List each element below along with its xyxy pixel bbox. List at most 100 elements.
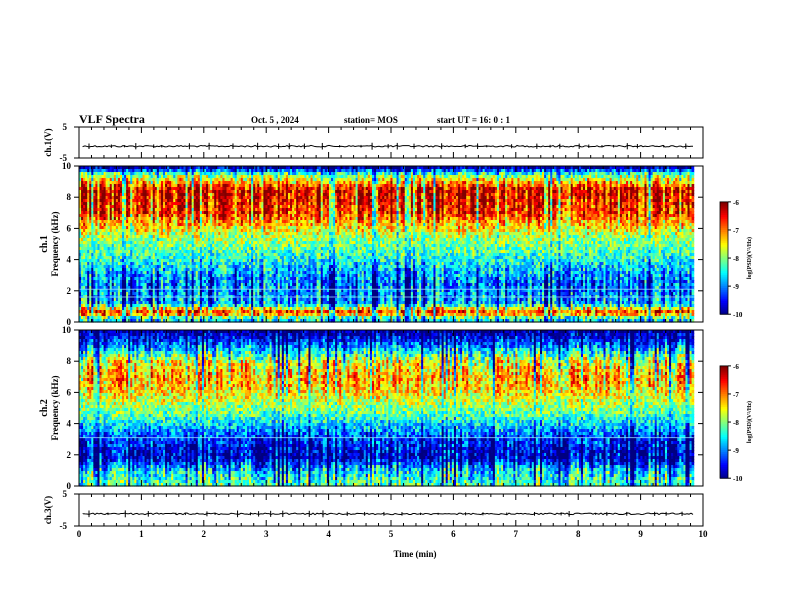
chart-title: VLF Spectra: [79, 112, 145, 127]
colorbar-cell: [720, 310, 728, 313]
colorbar-cell: [720, 235, 728, 238]
station-label: station= MOS: [344, 115, 398, 125]
colorbar-cell: [720, 365, 728, 369]
colorbar-cell: [720, 442, 728, 445]
colorbar-cell: [720, 301, 728, 304]
colorbar-cell: [720, 470, 728, 474]
y-tick-label: 2: [67, 450, 72, 460]
x-tick-label: 8: [576, 529, 581, 539]
waveform-ylabel: ch.3(V): [43, 496, 53, 524]
x-tick-label: 3: [264, 529, 269, 539]
x-tick-label: 0: [77, 529, 82, 539]
colorbar-cell: [720, 444, 728, 447]
colorbar-cell: [720, 429, 728, 432]
x-tick-label: 6: [451, 529, 456, 539]
x-tick-label: 4: [326, 529, 331, 539]
colorbar-cell: [720, 435, 728, 438]
colorbar-cell: [720, 384, 728, 387]
spectrogram-image: [79, 166, 695, 323]
x-tick-label: 1: [139, 529, 144, 539]
colorbar-cell: [720, 250, 728, 253]
colorbar-cell: [720, 265, 728, 268]
x-tick-label: 10: [699, 529, 709, 539]
colorbar-cell: [720, 228, 728, 231]
y-tick-label: 5: [63, 122, 68, 132]
colorbar-cell: [720, 455, 728, 459]
x-tick-label: 5: [389, 529, 394, 539]
waveform-trace: [82, 144, 694, 148]
colorbar-cell: [720, 302, 728, 306]
x-tick-label: 7: [514, 529, 519, 539]
colorbar-cell: [720, 263, 728, 267]
colorbar-cell: [720, 420, 728, 423]
colorbar-cell: [720, 423, 728, 427]
colorbar-cell: [720, 378, 728, 382]
colorbar-tick-label: -7: [733, 227, 739, 235]
colorbar-cell: [720, 209, 728, 212]
colorbar-cell: [720, 390, 728, 393]
colorbar-cell: [720, 207, 728, 210]
colorbar-cell: [720, 226, 728, 229]
colorbar-cell: [720, 308, 728, 311]
colorbar-cell: [720, 427, 728, 431]
colorbar-cell: [720, 422, 728, 425]
colorbar-cell: [720, 465, 728, 468]
colorbar-label: log(PSD)(V²/Hz): [746, 237, 753, 279]
colorbar-cell: [720, 375, 728, 378]
colorbar-cell: [720, 274, 728, 278]
colorbar-cell: [720, 233, 728, 237]
y-tick-label: 4: [67, 255, 72, 265]
colorbar-cell: [720, 476, 728, 479]
y-tick-label: 6: [67, 223, 72, 233]
channel-label: ch.2: [39, 399, 50, 417]
colorbar-cell: [720, 407, 728, 410]
colorbar-cell: [720, 280, 728, 283]
colorbar-cell: [720, 463, 728, 466]
colorbar-cell: [720, 248, 728, 252]
y-tick-label: -5: [60, 153, 68, 163]
colorbar-cell: [720, 211, 728, 214]
colorbar-cell: [720, 229, 728, 233]
colorbar-tick-label: -6: [733, 363, 739, 371]
colorbar-cell: [720, 269, 728, 272]
y-tick-label: 0: [67, 481, 72, 491]
colorbar-cell: [720, 472, 728, 475]
colorbar-cell: [720, 403, 728, 406]
colorbar-label: log(PSD)(V²/Hz): [746, 401, 753, 443]
colorbar-cell: [720, 273, 728, 276]
colorbar-cell: [720, 399, 728, 402]
date-label: Oct. 5 , 2024: [251, 115, 299, 125]
colorbar-cell: [720, 425, 728, 429]
colorbar-cell: [720, 243, 728, 246]
colorbar-tick-label: -9: [733, 447, 739, 455]
colorbar-cell: [720, 433, 728, 436]
colorbar-cell: [720, 416, 728, 419]
colorbar-cell: [720, 218, 728, 222]
colorbar-cell: [720, 252, 728, 255]
colorbar-cell: [720, 220, 728, 223]
colorbar-cell: [720, 418, 728, 421]
colorbar-cell: [720, 440, 728, 444]
colorbar-cell: [720, 397, 728, 401]
colorbar-tick-label: -10: [733, 311, 743, 319]
colorbar-cell: [720, 213, 728, 216]
colorbar-cell: [720, 395, 728, 399]
colorbar-cell: [720, 289, 728, 293]
colorbar-cell: [720, 377, 728, 380]
colorbar-cell: [720, 371, 728, 374]
colorbar-cell: [720, 474, 728, 477]
colorbar-cell: [720, 293, 728, 296]
colorbar-cell: [720, 284, 728, 287]
colorbar-cell: [720, 388, 728, 391]
colorbar-cell: [720, 461, 728, 464]
colorbar-cell: [720, 291, 728, 295]
colorbar-cell: [720, 282, 728, 285]
colorbar-tick-label: -7: [733, 391, 739, 399]
colorbar-cell: [720, 414, 728, 417]
waveform-trace: [82, 512, 694, 516]
colorbar-tick-label: -10: [733, 475, 743, 483]
colorbar-cell: [720, 412, 728, 416]
colorbar-cell: [720, 231, 728, 235]
colorbar-cell: [720, 367, 728, 371]
